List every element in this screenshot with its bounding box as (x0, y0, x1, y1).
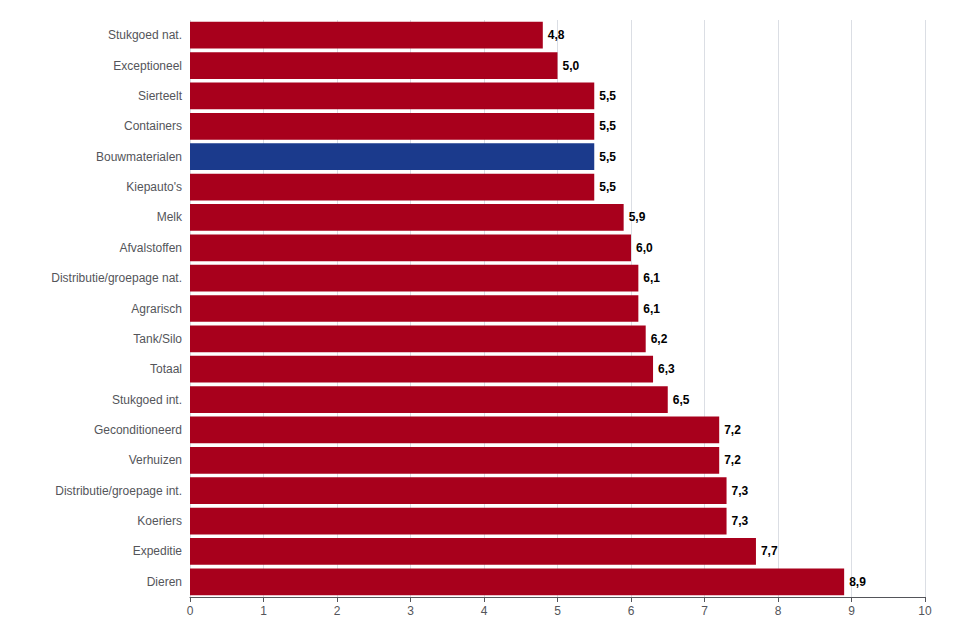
svg-text:8,9: 8,9 (849, 575, 866, 589)
svg-text:6,1: 6,1 (643, 302, 660, 316)
svg-text:5,9: 5,9 (629, 210, 646, 224)
svg-text:1: 1 (260, 604, 267, 618)
svg-text:Expeditie: Expeditie (133, 544, 183, 558)
svg-text:6: 6 (628, 604, 635, 618)
svg-text:Stukgoed nat.: Stukgoed nat. (108, 28, 182, 42)
svg-text:8: 8 (775, 604, 782, 618)
svg-text:7,3: 7,3 (732, 484, 749, 498)
svg-text:10: 10 (918, 604, 932, 618)
svg-text:Sierteelt: Sierteelt (138, 89, 183, 103)
svg-text:7,3: 7,3 (732, 514, 749, 528)
svg-text:Totaal: Totaal (150, 362, 182, 376)
svg-text:6,3: 6,3 (658, 362, 675, 376)
svg-text:5,0: 5,0 (563, 59, 580, 73)
svg-text:Distributie/groepage int.: Distributie/groepage int. (55, 484, 182, 498)
svg-text:7,2: 7,2 (724, 423, 741, 437)
svg-text:Bouwmaterialen: Bouwmaterialen (96, 150, 182, 164)
svg-text:Afvalstoffen: Afvalstoffen (120, 241, 182, 255)
svg-text:5,5: 5,5 (599, 89, 616, 103)
svg-text:6,5: 6,5 (673, 393, 690, 407)
svg-text:7,2: 7,2 (724, 453, 741, 467)
svg-text:5,5: 5,5 (599, 180, 616, 194)
svg-text:5: 5 (554, 604, 561, 618)
svg-text:2: 2 (334, 604, 341, 618)
svg-text:6,0: 6,0 (636, 241, 653, 255)
svg-text:3: 3 (407, 604, 414, 618)
svg-text:6,2: 6,2 (651, 332, 668, 346)
svg-text:Verhuizen: Verhuizen (129, 453, 182, 467)
svg-text:Dieren: Dieren (147, 575, 182, 589)
svg-text:4: 4 (481, 604, 488, 618)
svg-text:6,1: 6,1 (643, 271, 660, 285)
svg-text:Containers: Containers (124, 119, 182, 133)
svg-text:Stukgoed int.: Stukgoed int. (112, 393, 182, 407)
svg-text:Distributie/groepage nat.: Distributie/groepage nat. (51, 271, 182, 285)
svg-text:4,8: 4,8 (548, 28, 565, 42)
svg-text:Kiepauto's: Kiepauto's (126, 180, 182, 194)
svg-text:Exceptioneel: Exceptioneel (113, 59, 182, 73)
svg-text:7: 7 (701, 604, 708, 618)
svg-text:Tank/Silo: Tank/Silo (133, 332, 182, 346)
svg-text:Koeriers: Koeriers (137, 514, 182, 528)
svg-text:5,5: 5,5 (599, 119, 616, 133)
svg-text:Geconditioneerd: Geconditioneerd (94, 423, 182, 437)
svg-text:0: 0 (187, 604, 194, 618)
svg-text:7,7: 7,7 (761, 544, 778, 558)
svg-text:Melk: Melk (157, 210, 183, 224)
svg-text:5,5: 5,5 (599, 150, 616, 164)
svg-text:Agrarisch: Agrarisch (131, 302, 182, 316)
svg-text:9: 9 (848, 604, 855, 618)
